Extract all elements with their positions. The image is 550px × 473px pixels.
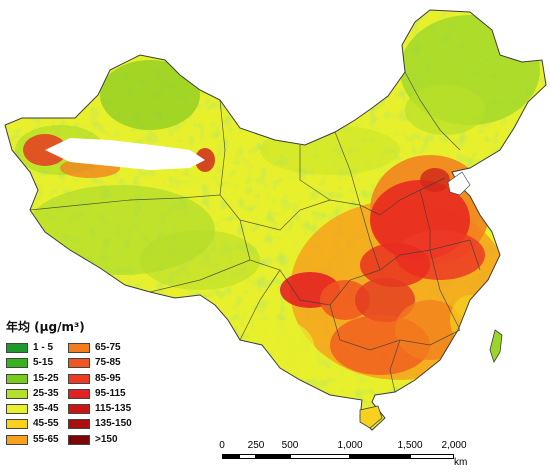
scale-tick-label: 250 (247, 440, 265, 451)
scale-bar-segment-5 (350, 454, 410, 459)
scale-tick-label: 2,000 (441, 440, 467, 451)
legend-label: 55-65 (33, 433, 59, 445)
scale-bar-segment-4 (290, 454, 350, 459)
taiwan-island (489, 329, 503, 363)
legend-swatch (6, 358, 28, 369)
scale-bar-segment-3 (256, 454, 290, 459)
legend: 年均 (μg/m³) 1 - 5 5-15 15-25 25-35 35-45 45-55… (6, 320, 166, 457)
legend-label: 5-15 (33, 357, 54, 369)
scale-bar: 0 250 500 1,000 1,500 2,000 km (218, 440, 538, 470)
legend-swatch (6, 388, 28, 399)
legend-label: >150 (95, 433, 118, 445)
legend-label: 35-45 (33, 403, 59, 415)
legend-swatch (6, 373, 28, 384)
legend-label: 95-115 (95, 387, 126, 399)
scale-bar-segment-1 (222, 454, 239, 459)
legend-label: 1 - 5 (33, 342, 54, 353)
scale-tick-label: 500 (281, 440, 299, 451)
scale-bar-segment-2 (239, 454, 256, 459)
legend-label: 135-150 (95, 418, 132, 430)
legend-swatch (68, 358, 90, 369)
scale-tick-label: 0 (219, 440, 225, 451)
legend-swatch (68, 343, 90, 353)
hainan-island (359, 405, 383, 429)
legend-swatch (68, 404, 90, 415)
scale-tick-label: 1,000 (337, 440, 363, 451)
legend-label: 115-135 (95, 403, 132, 415)
legend-swatch (6, 434, 28, 445)
legend-label: 15-25 (33, 372, 59, 384)
legend-label: 85-95 (95, 372, 121, 384)
bohai-sea (447, 171, 471, 196)
legend-swatch (6, 404, 28, 415)
legend-swatch (68, 388, 90, 399)
scale-unit: km (454, 457, 468, 468)
province-boundaries (29, 71, 481, 393)
legend-swatch (6, 419, 28, 430)
scale-bar-segment-6 (410, 454, 454, 459)
legend-label: 75-85 (95, 357, 121, 369)
legend-swatch (68, 373, 90, 384)
legend-label: 25-35 (33, 387, 59, 399)
legend-label: 65-75 (95, 342, 121, 353)
legend-label: 45-55 (33, 418, 59, 430)
legend-swatch (6, 343, 28, 353)
scale-tick-label: 1,500 (397, 440, 423, 451)
legend-title: 年均 (μg/m³) (6, 320, 85, 334)
legend-swatch (68, 419, 90, 430)
legend-swatch (68, 434, 90, 445)
